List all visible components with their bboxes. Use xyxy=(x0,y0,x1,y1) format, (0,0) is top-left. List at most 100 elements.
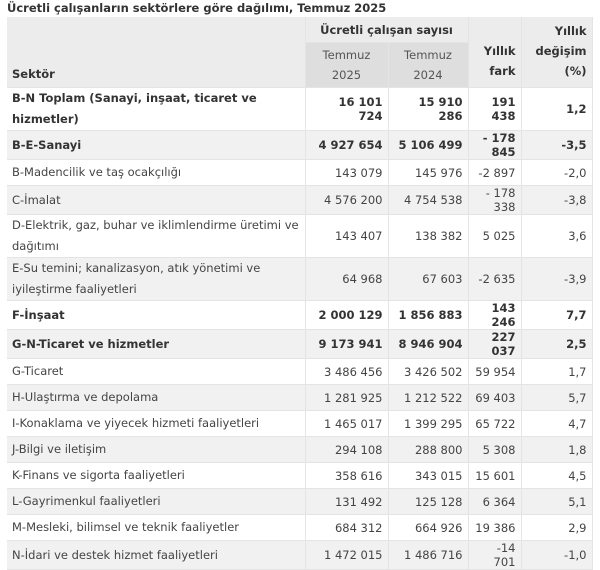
value-2024-cell: 664 926 xyxy=(388,514,469,541)
annual-diff-cell: 5 025 xyxy=(468,214,522,258)
table-row: N-İdari ve destek hizmet faaliyetleri 1 4… xyxy=(7,540,593,570)
value-2025-cell: 1 281 925 xyxy=(305,384,389,411)
table-row: E-Su temini; kanalizasyon, atık yönetimi… xyxy=(7,257,593,301)
sector-cell: C-İmalat xyxy=(7,185,306,215)
annual-change-cell: -2,0 xyxy=(521,159,593,186)
sector-cell: I-Konaklama ve yiyecek hizmeti faaliyetl… xyxy=(7,410,306,437)
annual-diff-cell: -2 897 xyxy=(468,159,522,186)
sector-cell: H-Ulaştırma ve depolama xyxy=(7,384,306,411)
value-2025-cell: 64 968 xyxy=(305,257,389,301)
value-2024-cell: 1 486 716 xyxy=(388,540,469,570)
value-2025-cell: 2 000 129 xyxy=(305,300,389,330)
value-2025-cell: 16 101 724 xyxy=(305,87,389,131)
value-2025-cell: 4 927 654 xyxy=(305,130,389,160)
table-row: B-N Toplam (Sanayi, inşaat, ticaret ve h… xyxy=(7,87,593,131)
table-row: D-Elektrik, gaz, buhar ve iklimlendirme … xyxy=(7,214,593,258)
value-2024-cell: 288 800 xyxy=(388,436,469,463)
annual-change-cell: 2,5 xyxy=(521,329,593,359)
value-2025-cell: 358 616 xyxy=(305,462,389,489)
table-title: Ücretli çalışanların sektörlere göre dağ… xyxy=(7,1,387,15)
sector-cell: L-Gayrimenkul faaliyetleri xyxy=(7,488,306,515)
annual-change-cell: 1,7 xyxy=(521,358,593,385)
table-row: J-Bilgi ve iletişim 294 108 288 800 5 308 1,… xyxy=(7,436,593,463)
value-2024-cell: 1 399 295 xyxy=(388,410,469,437)
header-2024: Temmuz 2024 xyxy=(388,42,469,88)
annual-diff-cell: 69 403 xyxy=(468,384,522,411)
value-2025-cell: 294 108 xyxy=(305,436,389,463)
value-2025-cell: 9 173 941 xyxy=(305,329,389,359)
annual-change-cell: -3,5 xyxy=(521,130,593,160)
value-2025-cell: 143 407 xyxy=(305,214,389,258)
annual-change-cell: 1,8 xyxy=(521,436,593,463)
annual-diff-cell: 191 438 xyxy=(468,87,522,131)
value-2024-cell: 3 426 502 xyxy=(388,358,469,385)
annual-change-cell: 5,1 xyxy=(521,488,593,515)
sector-cell: F-İnşaat xyxy=(7,300,306,330)
table-row: H-Ulaştırma ve depolama 1 281 925 1 212 52… xyxy=(7,384,593,411)
sector-cell: M-Mesleki, bilimsel ve teknik faaliyetle… xyxy=(7,514,306,541)
annual-change-cell: -1,0 xyxy=(521,540,593,570)
table-row: M-Mesleki, bilimsel ve teknik faaliyetle… xyxy=(7,514,593,541)
header-group: Ücretli çalışan sayısı xyxy=(305,17,469,43)
annual-change-cell: 5,7 xyxy=(521,384,593,411)
annual-diff-cell: - 178 845 xyxy=(468,130,522,160)
annual-diff-cell: 5 308 xyxy=(468,436,522,463)
header-sector: Sektör xyxy=(7,17,306,88)
table-row: L-Gayrimenkul faaliyetleri 131 492 125 128… xyxy=(7,488,593,515)
sector-cell: B-E-Sanayi xyxy=(7,130,306,160)
value-2024-cell: 67 603 xyxy=(388,257,469,301)
value-2024-cell: 125 128 xyxy=(388,488,469,515)
value-2025-cell: 1 472 015 xyxy=(305,540,389,570)
value-2025-cell: 131 492 xyxy=(305,488,389,515)
employment-table: Sektör Ücretli çalışan sayısı Yıllık fark… xyxy=(7,17,593,570)
annual-change-cell: 3,6 xyxy=(521,214,593,258)
annual-diff-cell: 143 246 xyxy=(468,300,522,330)
header-diff: Yıllık fark xyxy=(468,17,522,88)
sector-cell: D-Elektrik, gaz, buhar ve iklimlendirme … xyxy=(7,214,306,258)
table-row: B-E-Sanayi 4 927 654 5 106 499- 178 845 -3,… xyxy=(7,130,593,160)
table-row: G-N-Ticaret ve hizmetler 9 173 941 8 946 9… xyxy=(7,329,593,359)
annual-change-cell: 7,7 xyxy=(521,300,593,330)
header-2025: Temmuz 2025 xyxy=(305,42,389,88)
annual-diff-cell: 59 954 xyxy=(468,358,522,385)
annual-change-cell: 4,5 xyxy=(521,462,593,489)
annual-diff-cell: -2 635 xyxy=(468,257,522,301)
sector-cell: J-Bilgi ve iletişim xyxy=(7,436,306,463)
sector-cell: B-N Toplam (Sanayi, inşaat, ticaret ve h… xyxy=(7,87,306,131)
value-2024-cell: 1 212 522 xyxy=(388,384,469,411)
annual-diff-cell: 15 601 xyxy=(468,462,522,489)
value-2024-cell: 145 976 xyxy=(388,159,469,186)
value-2024-cell: 1 856 883 xyxy=(388,300,469,330)
annual-change-cell: 2,9 xyxy=(521,514,593,541)
annual-diff-cell: -14 701 xyxy=(468,540,522,570)
annual-diff-cell: 227 037 xyxy=(468,329,522,359)
value-2024-cell: 138 382 xyxy=(388,214,469,258)
value-2025-cell: 3 486 456 xyxy=(305,358,389,385)
value-2024-cell: 343 015 xyxy=(388,462,469,489)
value-2024-cell: 4 754 538 xyxy=(388,185,469,215)
annual-change-cell: 4,7 xyxy=(521,410,593,437)
sector-cell: K-Finans ve sigorta faaliyetleri xyxy=(7,462,306,489)
sector-cell: E-Su temini; kanalizasyon, atık yönetimi… xyxy=(7,257,306,301)
annual-diff-cell: 6 364 xyxy=(468,488,522,515)
value-2024-cell: 15 910 286 xyxy=(388,87,469,131)
sector-cell: B-Madencilik ve taş ocakçılığı xyxy=(7,159,306,186)
table-row: F-İnşaat 2 000 129 1 856 883 143 246 7,7 xyxy=(7,300,593,330)
table-row: B-Madencilik ve taş ocakçılığı 143 079 145… xyxy=(7,159,593,186)
annual-change-cell: -3,8 xyxy=(521,185,593,215)
annual-diff-cell: - 178 338 xyxy=(468,185,522,215)
value-2025-cell: 143 079 xyxy=(305,159,389,186)
table-row: G-Ticaret 3 486 456 3 426 502 59 954 1,7 xyxy=(7,358,593,385)
value-2025-cell: 1 465 017 xyxy=(305,410,389,437)
annual-change-cell: 1,2 xyxy=(521,87,593,131)
annual-diff-cell: 65 722 xyxy=(468,410,522,437)
annual-change-cell: -3,9 xyxy=(521,257,593,301)
sector-cell: G-N-Ticaret ve hizmetler xyxy=(7,329,306,359)
annual-diff-cell: 19 386 xyxy=(468,514,522,541)
value-2025-cell: 4 576 200 xyxy=(305,185,389,215)
value-2024-cell: 5 106 499 xyxy=(388,130,469,160)
header-pct: Yıllık değişim (%) xyxy=(521,17,593,88)
value-2024-cell: 8 946 904 xyxy=(388,329,469,359)
value-2025-cell: 684 312 xyxy=(305,514,389,541)
table-row: I-Konaklama ve yiyecek hizmeti faaliyetl… xyxy=(7,410,593,437)
